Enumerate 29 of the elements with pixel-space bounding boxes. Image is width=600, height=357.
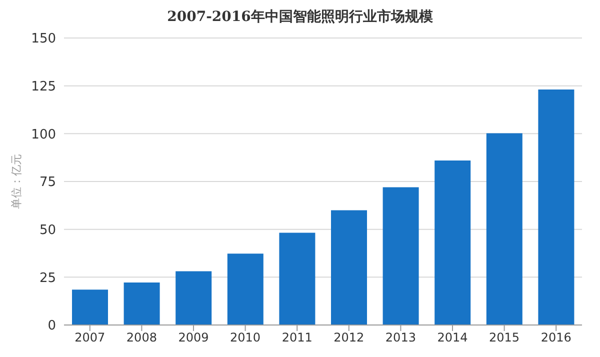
y-axis-title: 单位：亿元 — [10, 154, 23, 209]
bar — [124, 282, 160, 325]
bar — [486, 133, 522, 325]
chart-title: 2007-2016年中国智能照明行业市场规模 — [166, 8, 434, 27]
bar — [538, 89, 574, 325]
x-tick-label: 2013 — [385, 330, 416, 345]
x-tick-label: 2009 — [178, 330, 209, 345]
bar — [227, 254, 264, 325]
x-tick-label: 2010 — [230, 330, 261, 345]
bar — [176, 271, 212, 325]
y-tick-label: 50 — [39, 222, 56, 238]
y-tick-label: 100 — [31, 127, 56, 142]
bar — [382, 187, 419, 325]
bar — [72, 290, 108, 325]
y-tick-label: 0 — [48, 318, 56, 334]
bar — [331, 210, 367, 325]
x-tick-label: 2016 — [540, 330, 572, 345]
x-tick-label: 2012 — [334, 330, 364, 345]
y-tick-label: 150 — [31, 32, 56, 47]
x-tick-label: 2011 — [282, 330, 312, 345]
y-tick-label: 75 — [39, 175, 56, 190]
x-tick-label: 2007 — [74, 330, 106, 345]
bar — [434, 160, 471, 325]
x-tick-label: 2008 — [126, 330, 157, 345]
y-tick-label: 25 — [39, 270, 56, 286]
x-tick-label: 2015 — [489, 330, 520, 345]
bar — [279, 232, 316, 325]
x-tick-label: 2014 — [437, 330, 468, 345]
y-tick-label: 125 — [31, 79, 56, 94]
